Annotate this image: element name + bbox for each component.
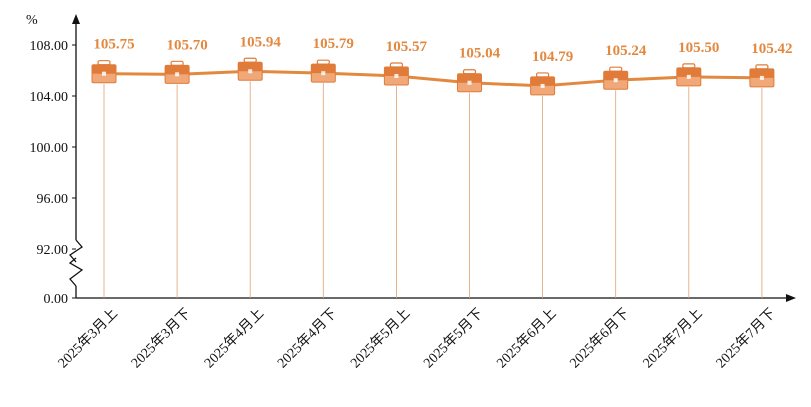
data-label: 105.70 [166,37,207,53]
x-category-label: 2025年6月下 [567,306,633,372]
y-axis-arrow [72,14,80,24]
x-category-label: 2025年4月上 [201,306,267,372]
marker-clasp [321,71,326,76]
briefcase-icon [749,64,775,88]
marker-lid [749,68,774,78]
data-label: 105.94 [240,34,282,50]
data-label: 105.57 [386,39,428,55]
marker-lid [530,76,555,86]
marker-clasp [613,78,618,83]
marker-lid [457,73,482,83]
marker-handle [535,72,550,78]
y-tick-label: 96.00 [37,192,69,207]
marker-clasp [467,80,472,85]
data-label: 105.75 [93,37,134,53]
marker-handle [389,62,403,68]
x-category-label: 2025年4月下 [274,306,340,372]
x-axis-categories: 2025年3月上 2025年3月下 2025年4月上 2025年4月下 2025年5月上… [55,306,779,372]
x-axis-arrow [786,294,796,302]
marker-handle [316,59,330,65]
x-category-label: 2025年5月下 [421,306,487,372]
briefcase-icon [676,63,702,87]
marker-clasp [175,72,180,77]
y-axis-break-upper [69,239,83,263]
x-category-label: 2025年7月下 [713,306,779,372]
briefcase-icon [383,62,409,86]
marker-lid [92,64,116,74]
marker-handle [682,63,696,69]
marker-handle [97,60,111,66]
data-label: 105.04 [459,46,501,62]
marker-lid [311,64,336,74]
briefcase-icon [237,57,263,81]
marker-lid [238,62,263,72]
drop-lines [103,81,763,298]
x-category-label: 2025年3月下 [128,306,194,372]
y-tick-label: 0.00 [44,292,69,307]
marker-lid [676,67,701,77]
data-labels: 105.75 105.70 105.94 105.79 105.57 105.04 104.… [93,34,792,65]
briefcase-icon [164,60,190,84]
data-label: 104.79 [532,49,573,65]
marker-handle [170,60,184,66]
markers [91,57,775,96]
data-label: 105.50 [678,40,719,56]
y-axis-unit: % [26,13,38,28]
briefcase-icon [603,66,629,90]
x-category-label: 2025年7月上 [640,306,706,372]
y-axis-ticks: 0.00 92.00 96.00 100.00 104.00 108.00 [30,39,76,307]
y-tick-label: 108.00 [30,39,69,54]
y-tick-label: 104.00 [30,90,69,105]
briefcase-icon [91,60,117,84]
data-label: 105.42 [751,41,792,57]
marker-lid [384,66,409,76]
briefcase-icon [457,69,482,93]
x-category-label: 2025年5月上 [347,306,413,372]
marker-lid [165,65,190,75]
y-tick-label: 100.00 [30,141,69,156]
data-label: 105.24 [605,43,647,59]
marker-clasp [248,69,253,74]
marker-lid [603,71,628,81]
x-category-label: 2025年3月上 [55,306,121,372]
marker-clasp [394,73,399,78]
marker-handle [609,66,623,72]
axes [68,14,796,302]
marker-clasp [686,74,691,79]
marker-clasp [540,83,545,88]
marker-clasp [102,71,106,76]
marker-clasp [759,75,764,80]
series-line [103,69,762,88]
marker-handle [243,57,257,63]
y-axis-break-lower [68,257,84,287]
briefcase-icon [310,59,336,83]
marker-handle [462,69,477,75]
marker-handle [755,64,769,70]
x-category-label: 2025年6月上 [494,306,560,372]
briefcase-icon [530,72,556,96]
y-tick-label: 92.00 [37,243,69,258]
series-line-group [103,69,762,88]
data-label: 105.79 [313,36,354,52]
